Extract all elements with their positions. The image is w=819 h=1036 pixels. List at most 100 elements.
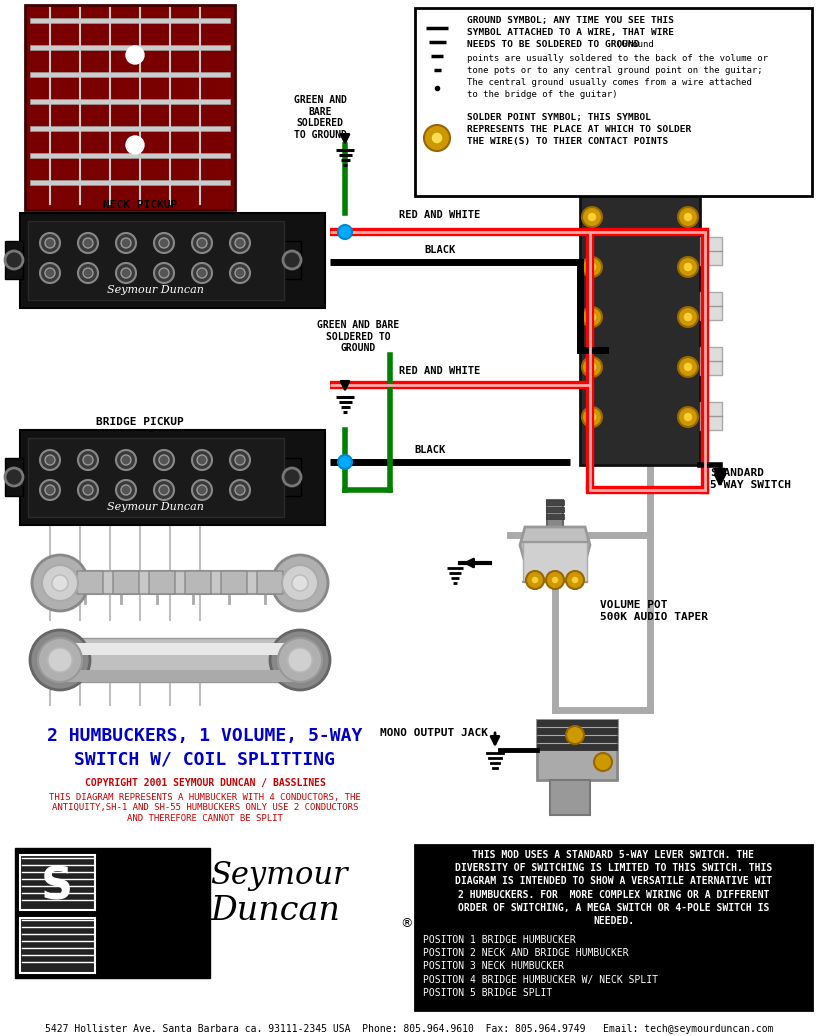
Bar — [15, 848, 210, 978]
FancyBboxPatch shape — [221, 571, 247, 594]
Circle shape — [283, 468, 301, 486]
Text: SOLDER POINT SYMBOL; THIS SYMBOL: SOLDER POINT SYMBOL; THIS SYMBOL — [467, 113, 651, 122]
Circle shape — [192, 480, 212, 500]
Circle shape — [235, 268, 245, 278]
Circle shape — [154, 233, 174, 253]
Bar — [700, 292, 722, 320]
Text: THE WIRE(S) TO THIER CONTACT POINTS: THE WIRE(S) TO THIER CONTACT POINTS — [467, 137, 668, 146]
Circle shape — [40, 450, 60, 470]
Circle shape — [40, 263, 60, 283]
Circle shape — [235, 238, 245, 248]
Circle shape — [52, 575, 68, 591]
Circle shape — [45, 268, 55, 278]
Circle shape — [678, 207, 698, 227]
Circle shape — [571, 576, 579, 584]
Text: Seymour: Seymour — [210, 860, 347, 891]
FancyBboxPatch shape — [185, 571, 211, 594]
Bar — [30, 126, 230, 131]
Bar — [5, 458, 23, 496]
Bar — [580, 195, 700, 465]
Circle shape — [192, 263, 212, 283]
Circle shape — [192, 233, 212, 253]
Bar — [546, 500, 564, 505]
Circle shape — [338, 225, 352, 239]
Text: to the bridge of the guitar): to the bridge of the guitar) — [467, 90, 618, 99]
Circle shape — [292, 575, 308, 591]
FancyBboxPatch shape — [149, 571, 175, 594]
Text: POSITON 1 BRIDGE HUMBUCKER
POSITON 2 NECK AND BRIDGE HUMBUCKER
POSITON 3 NECK HU: POSITON 1 BRIDGE HUMBUCKER POSITON 2 NEC… — [423, 936, 658, 998]
Circle shape — [121, 268, 131, 278]
Circle shape — [531, 576, 539, 584]
Circle shape — [154, 480, 174, 500]
Circle shape — [424, 125, 450, 151]
Circle shape — [587, 262, 597, 272]
Text: S: S — [41, 865, 73, 909]
Circle shape — [288, 648, 312, 672]
Circle shape — [683, 262, 693, 272]
Text: tone pots or to any central ground point on the guitar;: tone pots or to any central ground point… — [467, 66, 762, 75]
Bar — [20, 918, 95, 973]
Circle shape — [83, 238, 93, 248]
Circle shape — [582, 257, 602, 277]
Text: Seymour Duncan: Seymour Duncan — [106, 502, 203, 512]
Circle shape — [678, 407, 698, 427]
Bar — [65, 571, 315, 594]
Circle shape — [587, 312, 597, 322]
Circle shape — [116, 233, 136, 253]
Bar — [30, 45, 230, 50]
Circle shape — [230, 480, 250, 500]
FancyBboxPatch shape — [77, 571, 103, 594]
Circle shape — [192, 450, 212, 470]
Bar — [537, 736, 617, 742]
Text: THIS DIAGRAM REPRESENTS A HUMBUCKER WITH 4 CONDUCTORS, THE
ANTIQUITY,SH-1 AND SH: THIS DIAGRAM REPRESENTS A HUMBUCKER WITH… — [49, 793, 361, 823]
Bar — [20, 213, 325, 308]
Circle shape — [45, 238, 55, 248]
Circle shape — [582, 407, 602, 427]
Circle shape — [546, 571, 564, 589]
Circle shape — [582, 307, 602, 327]
Text: SWITCH W/ COIL SPLITTING: SWITCH W/ COIL SPLITTING — [75, 751, 336, 769]
Circle shape — [32, 555, 88, 611]
Circle shape — [5, 468, 23, 486]
Circle shape — [587, 412, 597, 422]
Circle shape — [683, 212, 693, 222]
Circle shape — [159, 455, 169, 465]
Text: STANDARD
5-WAY SWITCH: STANDARD 5-WAY SWITCH — [710, 468, 791, 490]
Bar — [546, 514, 564, 519]
Circle shape — [230, 233, 250, 253]
Circle shape — [235, 455, 245, 465]
Circle shape — [683, 362, 693, 372]
Bar — [415, 8, 812, 196]
Bar — [537, 720, 617, 780]
Bar — [30, 71, 230, 77]
Text: GROUND SYMBOL; ANY TIME YOU SEE THIS: GROUND SYMBOL; ANY TIME YOU SEE THIS — [467, 16, 674, 25]
Bar — [5, 241, 23, 279]
Bar — [283, 241, 301, 279]
Bar — [523, 542, 587, 582]
Circle shape — [551, 576, 559, 584]
Circle shape — [431, 132, 443, 144]
Circle shape — [566, 571, 584, 589]
Circle shape — [683, 312, 693, 322]
Bar — [546, 507, 564, 512]
Text: 5427 Hollister Ave. Santa Barbara ca. 93111-2345 USA  Phone: 805.964.9610  Fax: : 5427 Hollister Ave. Santa Barbara ca. 93… — [45, 1024, 773, 1034]
Text: points are usually soldered to the back of the volume or: points are usually soldered to the back … — [467, 54, 768, 63]
Text: ®: ® — [400, 917, 413, 930]
Circle shape — [278, 638, 322, 682]
Text: SYMBOL ATTACHED TO A WIRE, THAT WIRE: SYMBOL ATTACHED TO A WIRE, THAT WIRE — [467, 28, 674, 37]
FancyBboxPatch shape — [257, 571, 283, 594]
Circle shape — [78, 233, 98, 253]
Circle shape — [121, 238, 131, 248]
Bar — [30, 153, 230, 159]
Text: RED AND WHITE: RED AND WHITE — [400, 210, 481, 220]
Circle shape — [235, 485, 245, 495]
Circle shape — [42, 565, 78, 601]
Text: BLACK: BLACK — [414, 445, 446, 455]
Circle shape — [45, 455, 55, 465]
Circle shape — [40, 233, 60, 253]
Circle shape — [116, 263, 136, 283]
Circle shape — [126, 46, 144, 64]
Bar — [60, 638, 300, 682]
Text: 2 HUMBUCKERS, 1 VOLUME, 5-WAY: 2 HUMBUCKERS, 1 VOLUME, 5-WAY — [48, 727, 363, 745]
Circle shape — [587, 362, 597, 372]
